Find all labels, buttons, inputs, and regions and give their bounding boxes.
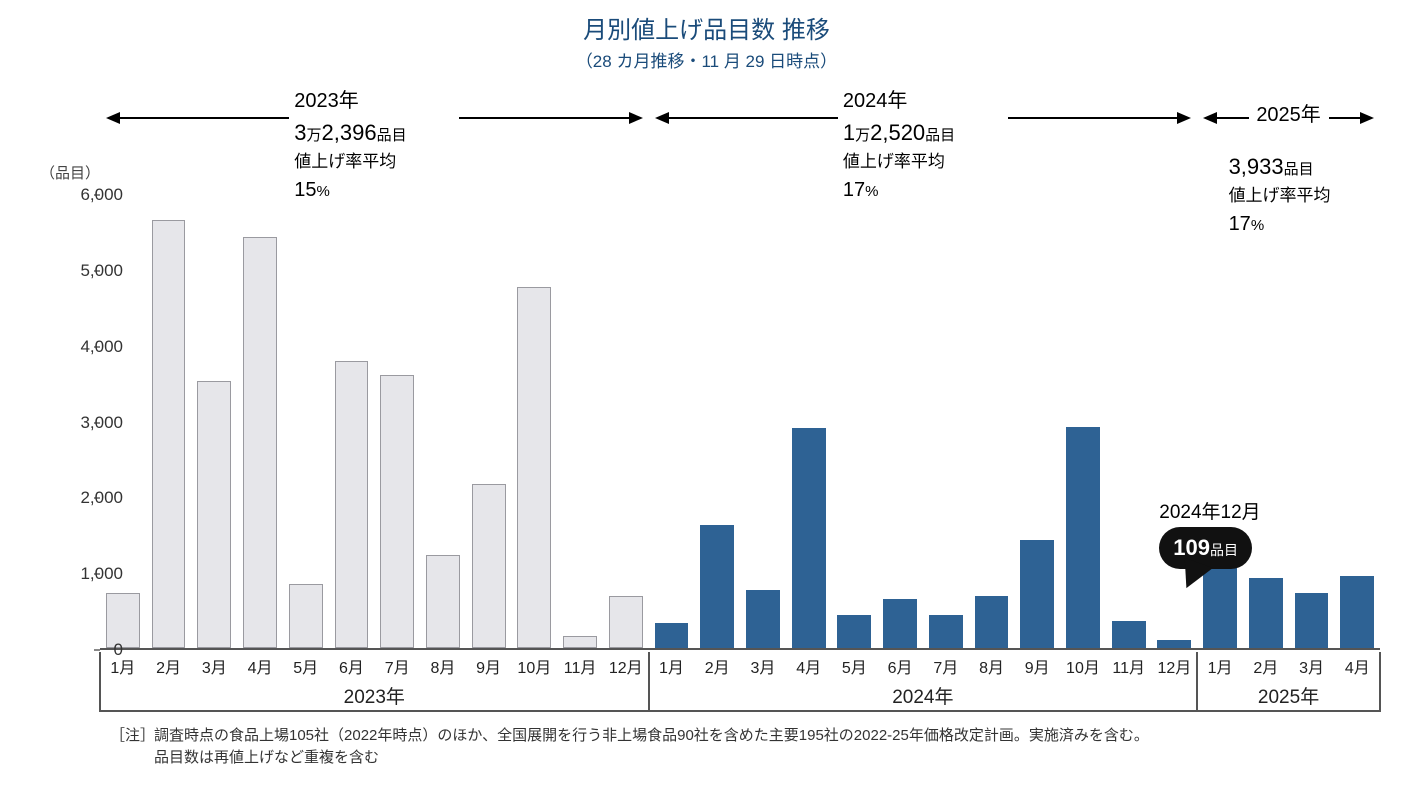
bar-slot [511,195,557,648]
footnote-tag: ［注］ [110,725,154,747]
y-axis-label: （品目） [40,162,100,183]
arrow-left-icon [106,112,120,124]
bar-slot [466,195,512,648]
year-summary-2024: 2024年1万2,520品目値上げ率平均17% [843,86,955,205]
chart-title: 月別値上げ品目数 推移 [0,10,1413,45]
arrow-right-icon [1360,112,1374,124]
callout-bubble: 109品目 [1159,527,1252,569]
span-line [669,117,838,119]
year-group-label: 2024年 [649,682,1198,709]
bar [929,615,963,648]
year-group-axis: 2023年2024年2025年 [100,652,1380,712]
span-line [1008,117,1177,119]
year-summary-2023: 2023年3万2,396品目値上げ率平均15% [294,86,406,205]
bar-slot [649,195,695,648]
bar [700,525,734,648]
footnote-line1: 調査時点の食品上場105社（2022年時点）のほか、全国展開を行う非上場食品90… [154,727,1149,744]
bar-slot [191,195,237,648]
bar-slot [374,195,420,648]
bar [197,381,231,648]
ytick-label: 5,000 [63,261,123,281]
year-group-label: 2025年 [1197,682,1380,709]
bar-slot [1289,195,1335,648]
bar [1340,576,1374,648]
callout-value: 109 [1173,535,1210,560]
bar [380,375,414,648]
axis-bottom-border [100,710,1380,712]
bar-slot [603,195,649,648]
year-group-label: 2023年 [100,682,649,709]
arrow-left-icon [1203,112,1217,124]
span-line [1329,117,1360,119]
bar [655,623,689,648]
bar-slot [1334,195,1380,648]
bar [563,636,597,648]
bar [517,287,551,648]
ytick-label: 2,000 [63,488,123,508]
bar-slot [329,195,375,648]
bar [1249,578,1283,648]
arrow-right-icon [629,112,643,124]
callout-title: 2024年12月 [1159,497,1260,524]
ytick-label: 0 [63,640,123,660]
arrow-left-icon [655,112,669,124]
span-line [120,117,289,119]
bar-slot [557,195,603,648]
bar-slot [877,195,923,648]
bar [609,596,643,648]
bar-slot [923,195,969,648]
callout-unit: 品目 [1210,542,1238,558]
bar-slot [1060,195,1106,648]
span-line [459,117,628,119]
bar [1112,621,1146,648]
footnote-line2: 品目数は再値上げなど重複を含む [154,749,379,766]
bar-slot [146,195,192,648]
ytick-label: 1,000 [63,564,123,584]
bar [746,590,780,648]
bar-slot [832,195,878,648]
bar [1157,640,1191,648]
bar [472,484,506,648]
bar [289,584,323,648]
bar [152,220,186,648]
bar [1066,427,1100,648]
ytick-label: 4,000 [63,337,123,357]
bar [837,615,871,648]
bar-slot [1243,195,1289,648]
arrow-right-icon [1177,112,1191,124]
bar-slot [694,195,740,648]
span-line [1217,117,1248,119]
bar-slot [283,195,329,648]
bar [1295,593,1329,648]
bar [243,237,277,648]
bar-slot [420,195,466,648]
bar-slot [969,195,1015,648]
bar [426,555,460,648]
bar-slot [1014,195,1060,648]
bar-slot [237,195,283,648]
bar-slot [786,195,832,648]
bar [1020,540,1054,648]
bar [883,599,917,648]
year-span-2025-label: 2025年 [1249,98,1329,127]
bar-slot [740,195,786,648]
bar-slot [1106,195,1152,648]
ytick-label: 6,000 [63,185,123,205]
chart-subtitle: （28 カ月推移・11 月 29 日時点） [0,47,1413,72]
bar [792,428,826,648]
bar [975,596,1009,648]
bar [335,361,369,648]
footnote: ［注］調査時点の食品上場105社（2022年時点）のほか、全国展開を行う非上場食… [110,725,1360,769]
ytick-label: 3,000 [63,413,123,433]
